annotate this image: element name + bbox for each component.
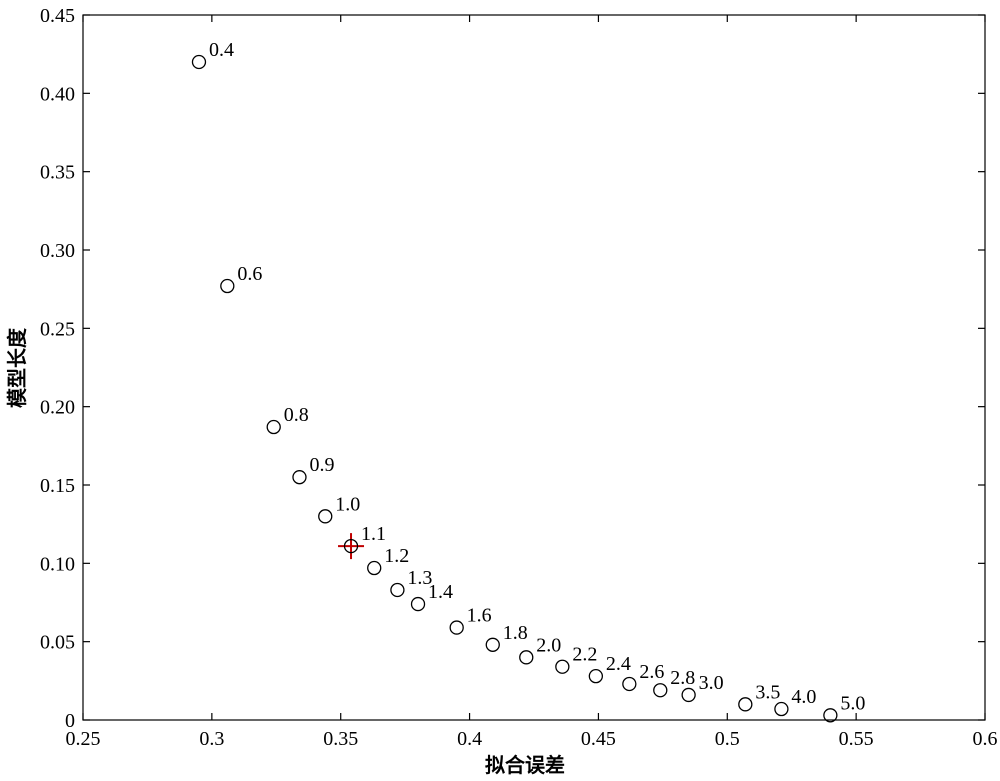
x-tick-label: 0.5: [715, 728, 740, 750]
point-label: 0.6: [237, 263, 262, 285]
y-tick-label: 0.05: [40, 632, 75, 654]
x-tick-label: 0.35: [323, 728, 358, 750]
x-tick-label: 0.25: [66, 728, 101, 750]
data-point: [390, 582, 405, 598]
point-label: 4.0: [791, 686, 816, 708]
x-tick-label: 0.4: [457, 728, 482, 750]
point-label: 2.2: [572, 644, 597, 666]
data-point: [343, 538, 359, 554]
x-axis-ticks: 0.25 0.3 0.35 0.4 0.45 0.5 0.55 0.6: [66, 15, 998, 750]
point-label: 1.0: [335, 493, 360, 515]
point-label: 1.1: [361, 523, 386, 545]
x-axis-title: 拟合误差: [485, 753, 565, 777]
x-tick-label: 0.45: [581, 728, 616, 750]
point-label: 1.3: [407, 567, 432, 589]
y-tick-label: 0.30: [40, 240, 75, 262]
x-tick-label: 0.3: [199, 728, 224, 750]
y-tick-label: 0.35: [40, 162, 75, 184]
data-point: [519, 650, 534, 665]
data-point: [367, 560, 382, 576]
point-label: 0.4: [209, 39, 234, 61]
data-point: [449, 620, 464, 635]
y-tick-label: 0.25: [40, 318, 75, 340]
data-point: [266, 419, 281, 435]
y-tick-label: 0.45: [40, 5, 75, 27]
data-point: [555, 659, 570, 674]
data-point: [220, 278, 235, 294]
data-point: [485, 637, 500, 652]
point-label: 3.0: [699, 672, 724, 694]
x-tick-label: 0.55: [839, 728, 874, 750]
y-tick-label: 0.15: [40, 475, 75, 497]
scatter-points: 0.4 0.6 0.8 0.91.01.11.21.31.4 1.6 1.8 2.0 2.2 2…: [191, 39, 865, 723]
y-tick-label: 0.10: [40, 553, 75, 575]
point-label: 3.5: [755, 681, 780, 703]
y-tick-label: 0.20: [40, 397, 75, 419]
plot-frame: [82, 14, 986, 721]
data-point: [410, 596, 426, 612]
data-point: [588, 668, 604, 684]
point-label: 1.6: [467, 605, 492, 627]
y-axis-ticks: 0 0.05 0.10 0.15 0.20 0.25 0.30 0.35 0.40 0.45: [40, 5, 985, 732]
point-label: 0.9: [309, 454, 334, 476]
data-point: [738, 697, 753, 712]
point-label: 0.8: [284, 404, 309, 426]
point-label: 2.6: [639, 661, 664, 683]
y-axis-title: 模型长度: [5, 327, 29, 408]
data-point: [191, 54, 207, 70]
data-point: [823, 708, 838, 723]
data-point: [318, 509, 333, 524]
point-label: 2.4: [606, 653, 631, 675]
y-tick-label: 0: [65, 710, 75, 732]
point-label: 1.4: [428, 581, 453, 603]
point-label: 2.0: [536, 634, 561, 656]
point-label: 1.2: [384, 545, 409, 567]
data-point: [681, 687, 696, 703]
data-point: [774, 701, 789, 717]
data-point: [622, 676, 637, 692]
y-tick-label: 0.40: [40, 83, 75, 105]
point-label: 5.0: [840, 692, 865, 714]
point-label: 2.8: [670, 667, 695, 689]
data-point: [653, 683, 668, 698]
data-point: [292, 470, 307, 485]
x-tick-label: 0.6: [973, 728, 998, 750]
point-label: 1.8: [503, 622, 528, 644]
